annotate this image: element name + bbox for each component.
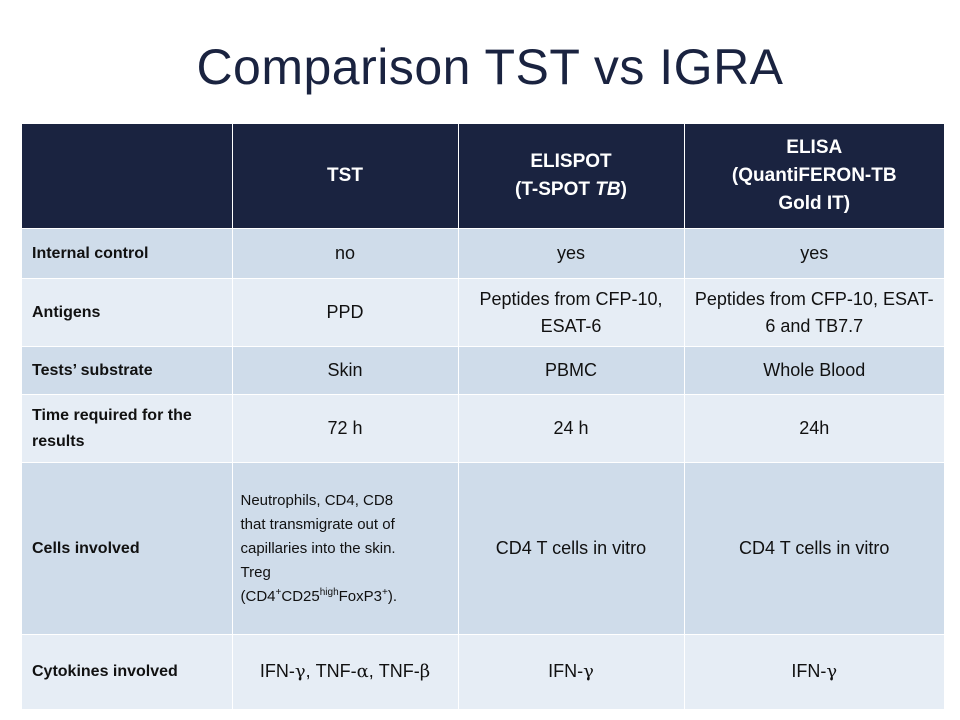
header-elisa: ELISA (QuantiFERON-TB Gold IT) bbox=[684, 124, 944, 229]
header-elisa-name: ELISA bbox=[786, 137, 843, 158]
cell-tst: 72 h bbox=[232, 394, 459, 463]
header-empty bbox=[22, 124, 233, 229]
header-tst: TST bbox=[232, 124, 459, 229]
table-row-time-required: Time required for the results 72 h 24 h … bbox=[22, 394, 944, 463]
table-row-cells-involved: Cells involved Neutrophils, CD4, CD8 tha… bbox=[22, 462, 944, 635]
cell-elisa: Whole Blood bbox=[684, 346, 944, 395]
header-row: TST ELISPOT (T-SPOT TB) ELISA (QuantiFER… bbox=[22, 124, 944, 229]
cell-tst: Neutrophils, CD4, CD8 that transmigrate … bbox=[232, 462, 459, 635]
cell-elispot: PBMC bbox=[458, 346, 685, 395]
cell-tst: no bbox=[232, 228, 459, 279]
table-row-antigens: Antigens PPD Peptides from CFP-10, ESAT-… bbox=[22, 278, 944, 347]
cell-elispot: Peptides from CFP-10, ESAT-6 bbox=[458, 278, 685, 347]
row-label: Antigens bbox=[22, 278, 233, 347]
row-label: Cytokines involved bbox=[22, 634, 233, 709]
cell-elisa: CD4 T cells in vitro bbox=[684, 462, 944, 635]
cell-elispot: IFN-γ bbox=[458, 634, 685, 709]
cell-tst: Skin bbox=[232, 346, 459, 395]
cell-tst-line: that transmigrate out of bbox=[240, 515, 395, 533]
row-label: Cells involved bbox=[22, 462, 233, 635]
row-label: Tests’ substrate bbox=[22, 346, 233, 395]
cell-elisa: Peptides from CFP-10, ESAT-6 and TB7.7 bbox=[684, 278, 944, 347]
table-row-internal-control: Internal control no yes yes bbox=[22, 228, 944, 279]
cell-tst: IFN-γ, TNF-α, TNF-β bbox=[232, 634, 459, 709]
cell-elisa: 24h bbox=[684, 394, 944, 463]
row-label: Time required for the results bbox=[22, 394, 233, 463]
header-elispot: ELISPOT (T-SPOT TB) bbox=[458, 124, 685, 229]
header-elispot-name: ELISPOT bbox=[530, 151, 612, 172]
cell-elispot: CD4 T cells in vitro bbox=[458, 462, 685, 635]
cell-tst-line: Treg bbox=[240, 563, 271, 581]
cell-tst-line: Neutrophils, CD4, CD8 bbox=[240, 491, 394, 509]
table-row-substrate: Tests’ substrate Skin PBMC Whole Blood bbox=[22, 346, 944, 395]
header-elisa-brand-2: Gold IT) bbox=[778, 193, 851, 214]
header-elispot-brand: (T-SPOT TB) bbox=[515, 179, 627, 200]
cell-tst-line: capillaries into the skin. bbox=[240, 539, 396, 557]
cell-elispot: yes bbox=[458, 228, 685, 279]
cell-elisa: yes bbox=[684, 228, 944, 279]
cell-tst-treg-markers: (CD4+CD25highFoxP3+). bbox=[240, 586, 398, 605]
row-label: Internal control bbox=[22, 228, 233, 279]
slide-title: Comparison TST vs IGRA bbox=[196, 39, 784, 95]
table-row-cytokines: Cytokines involved IFN-γ, TNF-α, TNF-β I… bbox=[22, 634, 944, 709]
comparison-table: TST ELISPOT (T-SPOT TB) ELISA (QuantiFER… bbox=[22, 124, 944, 709]
cell-elisa: IFN-γ bbox=[684, 634, 944, 709]
cell-elispot: 24 h bbox=[458, 394, 685, 463]
cell-tst: PPD bbox=[232, 278, 459, 347]
header-elisa-brand-1: (QuantiFERON-TB bbox=[731, 165, 897, 186]
